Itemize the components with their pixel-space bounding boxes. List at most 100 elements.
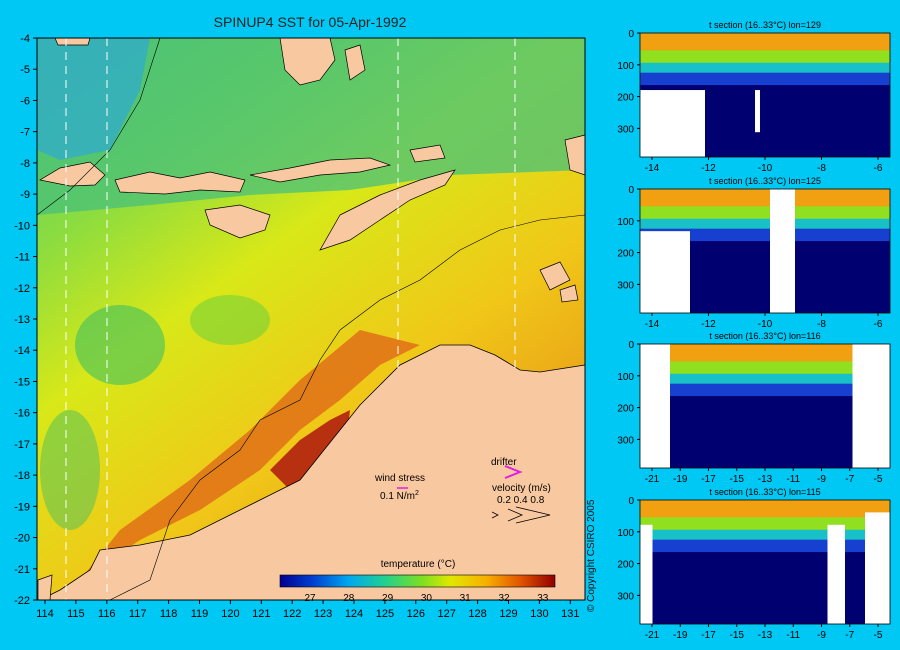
lon-tick-label: 128 [468, 608, 486, 620]
depth-tick-label: 0 [628, 340, 634, 351]
no-data-mask [640, 231, 690, 313]
no-data-mask [640, 344, 670, 468]
lat-tick-label: -18 [14, 470, 30, 482]
lat-tick-label: -6 [20, 95, 30, 107]
lon-tick-label: 116 [98, 608, 116, 620]
drifter-icon [504, 465, 523, 479]
no-data-mask [755, 90, 760, 133]
lat-tick-label: -17 [14, 439, 30, 451]
temperature-ticks: 27 28 29 30 31 32 33 [304, 593, 548, 604]
depth-tick-label: 300 [617, 435, 634, 446]
depth-tick-label: 100 [617, 372, 634, 383]
no-data-mask [640, 90, 705, 157]
temperature-tick-label: 30 [421, 593, 433, 604]
lon-tick-label: 125 [376, 608, 394, 620]
lat-tick-label: -19 [673, 474, 688, 485]
lat-tick-label: -21 [645, 474, 660, 485]
section-lines [65, 38, 516, 600]
lat-tick-label: -12 [701, 319, 716, 330]
lon-tick-label: 123 [314, 608, 332, 620]
latitude-axis: -4 -5 -6 -7 -8 -9 -10 -11 -12 -13 -14 -15 -16 -17 -18 -… [14, 33, 37, 607]
lat-tick-label: -10 [758, 163, 773, 174]
copyright-text: © Copyright CSIRO 2005 [586, 499, 597, 612]
island-lombok [39, 161, 106, 187]
no-data-mask [852, 344, 890, 468]
lat-tick-label: -8 [817, 319, 826, 330]
drifter-label: drifter [491, 457, 517, 468]
section-panel: t section (16..33°C) lon=116 0 100 200 300 -2… [617, 331, 891, 485]
island-wetar [409, 144, 446, 163]
section-panel: t section (16..33°C) lon=129 0 100 200 300 -1… [617, 20, 891, 174]
island-small [559, 284, 579, 303]
lat-tick-label: -11 [15, 252, 30, 264]
lat-tick-label: -12 [14, 283, 30, 295]
lon-tick-label: 118 [160, 608, 178, 620]
temperature-tick-label: 29 [382, 593, 394, 604]
no-data-mask [865, 512, 890, 624]
map-title: SPINUP4 SST for 05-Apr-1992 [213, 14, 407, 30]
depth-tick-label: 300 [617, 280, 634, 291]
velocity-values: 0.2 0.4 0.8 [497, 495, 545, 506]
island-small [539, 261, 571, 291]
depth-tick-label: 0 [628, 185, 634, 196]
lat-tick-label: -7 [845, 474, 854, 485]
depth-tick-label: 300 [617, 591, 634, 602]
island-flores [249, 157, 392, 183]
temperature-tick-label: 33 [537, 593, 549, 604]
lat-tick-label: -17 [701, 474, 716, 485]
lat-tick-label: -15 [730, 474, 745, 485]
lon-tick-label: 129 [499, 608, 517, 620]
island-small [54, 37, 91, 46]
lat-tick-label: -22 [14, 595, 30, 607]
lat-tick-label: -20 [14, 533, 30, 545]
lon-tick-label: 130 [530, 608, 548, 620]
depth-tick-label: 100 [617, 217, 634, 228]
lat-tick-label: -19 [14, 501, 30, 513]
temperature-tick-label: 27 [304, 593, 316, 604]
surface-layer [640, 500, 890, 518]
depth-tick-label: 0 [628, 496, 634, 507]
island-sumba [204, 204, 271, 239]
lon-tick-label: 124 [345, 608, 363, 620]
surface-layer [640, 344, 890, 362]
lat-tick-label: -13 [14, 314, 30, 326]
no-data-mask [770, 189, 795, 313]
lat-tick-label: -5 [874, 630, 883, 641]
depth-tick-label: 200 [617, 560, 634, 571]
section-panel: t section (16..33°C) lon=115 0 100 200 300 -2… [617, 487, 891, 641]
temperature-label: temperature (°C) [381, 559, 456, 570]
bathymetry-contour [109, 214, 586, 601]
lon-tick-label: 119 [191, 608, 209, 620]
lat-tick-label: -7 [845, 630, 854, 641]
depth-tick-label: 100 [617, 61, 634, 72]
lon-tick-label: 114 [36, 608, 54, 620]
cold-water-patch [37, 38, 150, 160]
temperature-tick-label: 32 [498, 593, 510, 604]
eddy [40, 410, 100, 530]
lat-tick-label: -14 [14, 345, 30, 357]
lat-tick-label: -6 [874, 163, 883, 174]
lon-tick-label: 120 [221, 608, 239, 620]
lat-tick-label: -17 [701, 630, 716, 641]
lon-tick-label: 117 [129, 608, 147, 620]
island-sumbawa [114, 171, 246, 195]
cool-water-region [37, 38, 585, 215]
eddy [75, 305, 165, 385]
no-data-mask [827, 524, 845, 624]
lat-tick-label: -12 [701, 163, 716, 174]
sst-map: -4 -5 -6 -7 -8 -9 -10 -11 -12 -13 -14 -15 -16 -17 -18 -… [14, 33, 586, 620]
wind-stress-value: 0.1 N/m2 [380, 490, 419, 502]
velocity-arrows [491, 506, 551, 524]
wind-stress-label: wind stress [374, 473, 425, 484]
lat-tick-label: -10 [14, 220, 30, 232]
section-title: t section (16..33°C) lon=129 [709, 20, 821, 30]
section-panel: t section (16..33°C) lon=125 0 100 200 300 -1… [617, 176, 891, 330]
section-title: t section (16..33°C) lon=125 [709, 176, 821, 186]
lat-tick-label: -6 [874, 319, 883, 330]
temperature-tick-label: 28 [343, 593, 355, 604]
lat-tick-label: -9 [817, 630, 826, 641]
lat-tick-label: -5 [874, 474, 883, 485]
depth-tick-label: 200 [617, 249, 634, 260]
lat-tick-label: -10 [758, 319, 773, 330]
depth-tick-label: 100 [617, 528, 634, 539]
